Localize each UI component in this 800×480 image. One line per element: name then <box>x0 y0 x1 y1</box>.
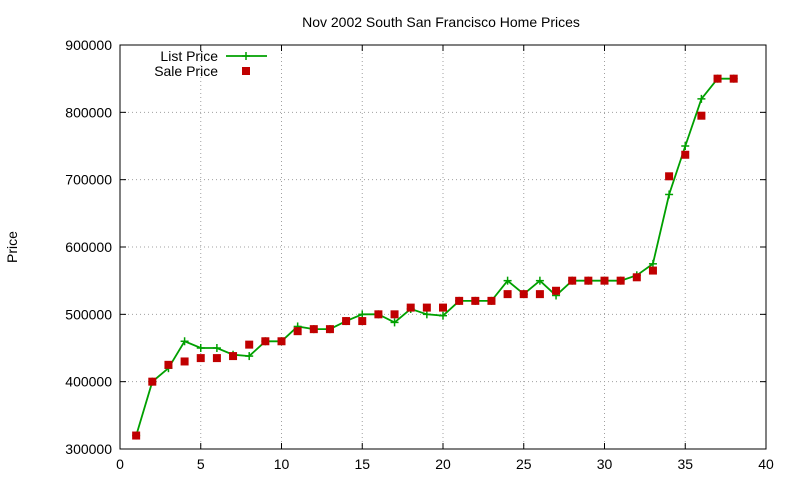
y-axis-label: Price <box>4 231 20 263</box>
y-tick-label: 300000 <box>65 441 112 457</box>
grid-lines <box>120 45 766 449</box>
list-price-point <box>681 142 690 150</box>
list-price-point <box>358 310 367 319</box>
x-tick-label: 15 <box>354 456 370 472</box>
sale-price-point <box>487 296 496 305</box>
list-price-point <box>180 337 189 346</box>
legend-swatches <box>226 52 267 75</box>
sale-price-point <box>616 276 625 285</box>
sale-price-point <box>358 317 367 326</box>
list-price-point <box>665 190 674 199</box>
sale-price-point <box>293 327 302 336</box>
sale-price-point <box>713 74 722 83</box>
x-tick-label: 35 <box>677 456 693 472</box>
list-price-point <box>697 94 706 103</box>
list-price-point <box>212 344 221 352</box>
sale-price-point <box>697 111 706 120</box>
chart-title: Nov 2002 South San Francisco Home Prices <box>302 14 580 30</box>
sale-price-point <box>342 317 351 326</box>
sale-price-point <box>325 325 334 334</box>
sale-price-point <box>148 377 157 386</box>
sale-price-point <box>455 296 464 305</box>
legend-label-sale-price: Sale Price <box>154 63 218 79</box>
list-price-point <box>535 276 544 285</box>
x-tick-label: 10 <box>274 456 290 472</box>
list-price-point <box>503 276 512 285</box>
legend-swatch-sale-price <box>242 67 250 75</box>
sale-price-point <box>422 303 431 312</box>
x-tick-label: 20 <box>435 456 451 472</box>
sale-price-point <box>681 150 690 159</box>
sale-price-point <box>439 303 447 312</box>
sale-price-point <box>132 431 141 440</box>
sale-price-point <box>648 266 657 275</box>
list-price-point <box>390 318 399 327</box>
y-tick-label: 400000 <box>65 374 112 390</box>
y-tick-label: 800000 <box>65 104 112 120</box>
sale-price-point <box>729 74 738 83</box>
sale-price-point <box>535 290 544 299</box>
sale-price-point <box>665 172 674 181</box>
legend-swatch-list-price-marker <box>242 52 250 60</box>
sale-price-point <box>261 337 270 346</box>
sale-price-point <box>584 276 593 285</box>
sale-price-point <box>503 290 512 299</box>
sale-price-point <box>164 360 173 369</box>
sale-price-point <box>568 276 577 285</box>
axis-ticks: 0 5 10 15 20 25 30 35 40 300000 400000 500000 600000… <box>65 37 774 472</box>
sale-price-point <box>600 276 609 285</box>
x-tick-label: 25 <box>516 456 532 472</box>
sale-price-point <box>471 296 480 305</box>
plot-frame <box>119 44 767 450</box>
list-price-point <box>648 259 657 268</box>
y-tick-label: 600000 <box>65 239 112 255</box>
x-tick-label: 0 <box>116 456 124 472</box>
x-tick-label: 40 <box>758 456 774 472</box>
sale-price-point <box>519 290 528 299</box>
sale-price-point <box>245 340 254 349</box>
list-price-point <box>422 310 431 319</box>
list-price-point <box>439 311 447 320</box>
x-tick-label: 30 <box>597 456 613 472</box>
x-tick-label: 5 <box>197 456 205 472</box>
list-price-point <box>245 352 254 361</box>
legend-label-list-price: List Price <box>160 48 218 64</box>
sale-price-point <box>196 354 205 363</box>
sale-price-point <box>229 352 238 361</box>
sale-price-point <box>277 337 286 346</box>
legend: List Price Sale Price <box>154 48 267 79</box>
sale-price-point <box>309 325 318 334</box>
sale-price-point <box>390 310 399 319</box>
sale-price-point <box>406 303 415 312</box>
list-price-point <box>196 344 205 352</box>
sale-price-point <box>212 354 221 363</box>
sale-price-point <box>552 286 561 295</box>
y-tick-label: 900000 <box>65 37 112 53</box>
sale-price-point <box>374 310 383 319</box>
y-tick-label: 500000 <box>65 306 112 322</box>
sale-price-point <box>180 357 189 366</box>
sale-price-point <box>632 273 641 282</box>
series-layer <box>132 74 738 440</box>
y-tick-label: 700000 <box>65 172 112 188</box>
